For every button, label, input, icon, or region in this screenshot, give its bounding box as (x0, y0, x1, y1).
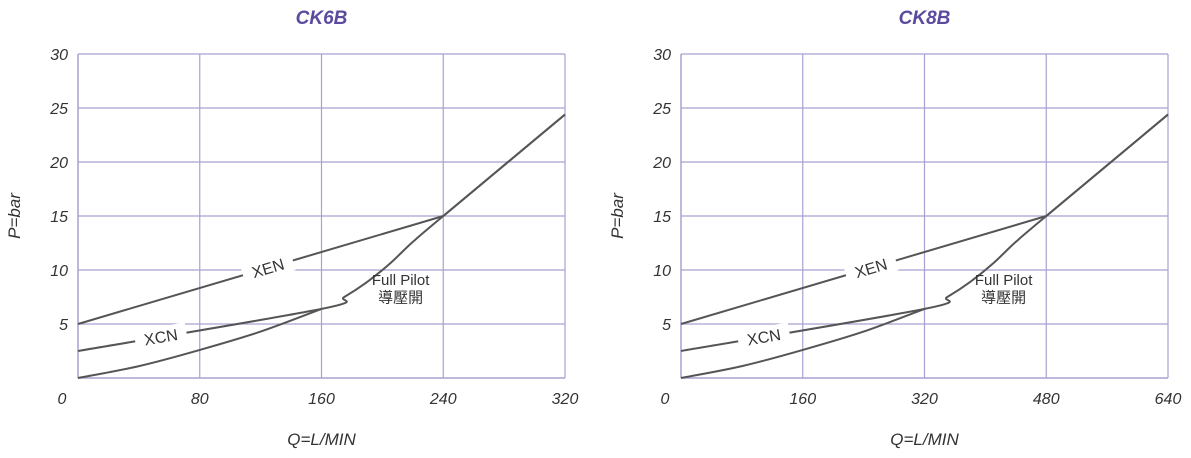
series-name-label: XEN (853, 256, 889, 282)
x-axis-label: Q=L/MIN (287, 430, 356, 449)
series-name-bg (843, 250, 899, 285)
y-tick-label: 30 (50, 47, 68, 64)
chart-0: CK6B 0 80 160 240 320 5 10 15 20 25 30 Q=L/MIN P=bar X… (5, 8, 578, 449)
series-line-xcn (680, 113, 1169, 352)
y-tick-label: 30 (653, 47, 671, 64)
series-name-bg (736, 322, 792, 351)
y-tick-label: 5 (662, 317, 671, 334)
chart-title: CK6B (296, 8, 348, 29)
x-tick-label: 640 (1155, 391, 1182, 408)
series-name-group: XEN (843, 250, 899, 285)
y-tick-label: 10 (50, 263, 68, 280)
y-axis-label: P=bar (608, 192, 627, 239)
series-name-label: XCN (143, 327, 179, 350)
series-line-xcn (77, 113, 566, 352)
series-name-bg (133, 322, 189, 351)
series-name-label: XEN (250, 256, 286, 282)
series-name-group: XCN (133, 322, 189, 351)
series-line-base (680, 307, 925, 379)
x-tick-label: 0 (661, 391, 670, 408)
y-tick-label: 15 (50, 209, 68, 226)
y-axis-label: P=bar (5, 192, 24, 239)
chart-1: CK8B 0 160 320 480 640 5 10 15 20 25 30 Q=L/MIN P=bar… (608, 8, 1181, 449)
y-tick-label: 10 (653, 263, 671, 280)
series-name-group: XEN (240, 250, 296, 285)
y-tick-label: 15 (653, 209, 671, 226)
annotation-label: Full Pilot (372, 272, 430, 289)
x-tick-label: 480 (1033, 391, 1060, 408)
x-tick-label: 320 (552, 391, 579, 408)
y-tick-label: 5 (59, 317, 68, 334)
x-axis-label: Q=L/MIN (890, 430, 959, 449)
y-tick-label: 25 (652, 101, 671, 118)
y-tick-label: 25 (49, 101, 68, 118)
x-tick-label: 240 (429, 391, 457, 408)
x-tick-label: 80 (191, 391, 209, 408)
chart-title: CK8B (899, 8, 951, 29)
annotation-label: Full Pilot (975, 272, 1033, 289)
y-tick-label: 20 (49, 155, 68, 172)
series-name-bg (240, 250, 296, 285)
y-tick-label: 20 (652, 155, 671, 172)
series-name-group: XCN (736, 322, 792, 351)
x-tick-label: 160 (308, 391, 335, 408)
series-line-base (77, 307, 322, 379)
series-name-label: XCN (746, 327, 782, 350)
x-tick-label: 320 (911, 391, 938, 408)
annotation-label: 導壓開 (378, 289, 423, 306)
x-tick-label: 0 (58, 391, 67, 408)
x-tick-label: 160 (789, 391, 816, 408)
annotation-label: 導壓開 (981, 289, 1026, 306)
